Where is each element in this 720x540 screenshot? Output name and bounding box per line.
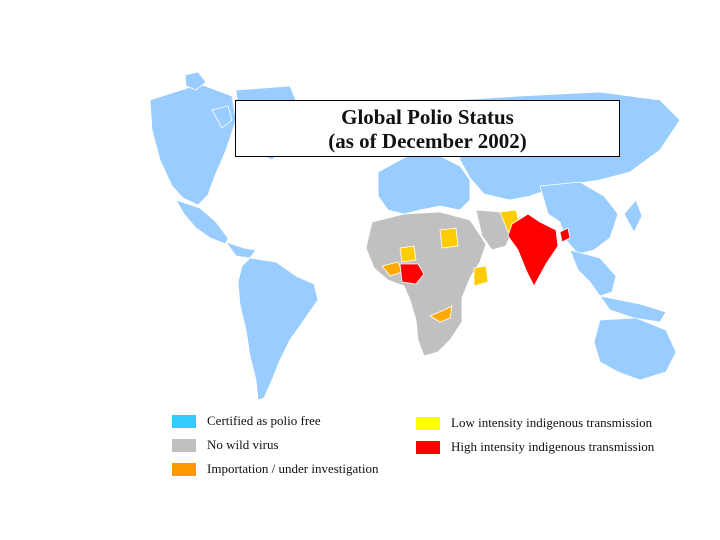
map-title-box: Global Polio Status (as of December 2002… [235,100,620,157]
region-americas [149,71,319,401]
legend-swatch [416,416,440,430]
legend-item-low-intensity: Low intensity indigenous transmission [416,415,652,431]
legend-item-importation: Importation / under investigation [172,461,379,477]
legend-swatch [172,438,196,452]
legend-item-high-intensity: High intensity indigenous transmission [416,439,654,455]
legend-label: Certified as polio free [207,413,321,428]
region-low-intensity [399,209,521,287]
legend-item-no-wild-virus: No wild virus [172,437,279,453]
region-high-intensity [399,213,571,287]
legend-swatch [172,414,196,428]
legend-label: Low intensity indigenous transmission [451,415,653,430]
legend-label: No wild virus [207,437,279,452]
legend-swatch [416,440,440,454]
map-subtitle: (as of December 2002) [328,129,527,153]
legend-swatch [172,462,196,476]
map-title: Global Polio Status [341,105,514,129]
region-importation [381,261,453,323]
legend-item-certified: Certified as polio free [172,413,321,429]
legend-label: High intensity indigenous transmission [451,439,655,454]
legend-label: Importation / under investigation [207,461,379,476]
region-australia [593,317,677,381]
region-africa [365,209,513,357]
